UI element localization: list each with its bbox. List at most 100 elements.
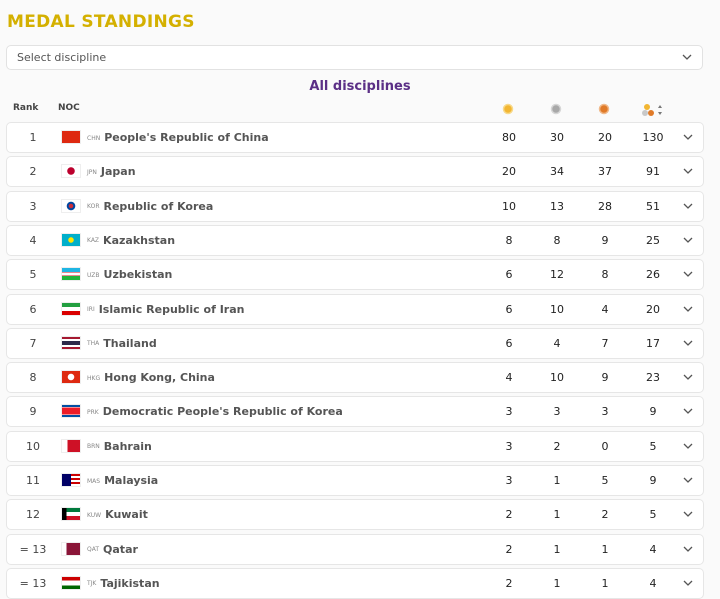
table-row[interactable]: 6 IRI Islamic Republic of Iran 6 10 4 20 xyxy=(6,293,704,325)
flag xyxy=(61,232,81,247)
noc-code: BRN xyxy=(87,443,100,451)
silver-count: 12 xyxy=(550,268,564,282)
table-row[interactable]: = 13 TJK Tajikistan 2 1 1 4 xyxy=(6,567,704,599)
expand-chevron[interactable] xyxy=(683,340,693,347)
total-count: 25 xyxy=(646,233,660,247)
noc: QAT Qatar xyxy=(87,535,138,564)
gold-icon[interactable] xyxy=(502,103,514,115)
flag xyxy=(61,301,81,316)
expand-chevron[interactable] xyxy=(683,237,693,244)
country-name: Republic of Korea xyxy=(103,199,214,213)
noc: PRK Democratic People's Republic of Korea xyxy=(87,397,343,426)
noc-code: KAZ xyxy=(87,237,100,245)
country-name: Uzbekistan xyxy=(103,268,173,282)
table-row[interactable]: 5 UZB Uzbekistan 6 12 8 26 xyxy=(6,259,704,291)
total-icon[interactable] xyxy=(642,103,666,117)
country-name: Malaysia xyxy=(104,474,159,487)
gold-count: 6 xyxy=(505,268,513,282)
expand-chevron[interactable] xyxy=(683,134,693,141)
expand-chevron[interactable] xyxy=(683,306,693,313)
expand-chevron[interactable] xyxy=(683,443,693,450)
silver-count: 34 xyxy=(550,165,564,179)
silver-count: 1 xyxy=(553,474,561,487)
rank-header[interactable]: Rank xyxy=(13,103,39,113)
rank: 3 xyxy=(29,199,37,213)
noc-code: KOR xyxy=(87,203,100,211)
table-row[interactable]: 9 PRK Democratic People's Republic of Kore… xyxy=(6,396,704,428)
table-row[interactable]: 10 BRN Bahrain 3 2 0 5 xyxy=(6,430,704,462)
silver-count: 2 xyxy=(553,439,561,453)
expand-chevron[interactable] xyxy=(683,580,693,587)
rank: 11 xyxy=(26,474,40,487)
total-count: 5 xyxy=(649,508,657,522)
table-row[interactable]: 12 KUW Kuwait 2 1 2 5 xyxy=(6,499,704,531)
noc: MAS Malaysia xyxy=(87,466,158,495)
table-row[interactable]: 8 HKG Hong Kong, China 4 10 9 23 xyxy=(6,362,704,394)
total-count: 26 xyxy=(646,268,660,282)
noc: UZB Uzbekistan xyxy=(87,260,172,289)
noc: TJK Tajikistan xyxy=(87,569,160,598)
total-count: 51 xyxy=(646,199,660,213)
country-name: Hong Kong, China xyxy=(104,371,215,385)
expand-chevron[interactable] xyxy=(683,203,693,210)
country-name: Democratic People's Republic of Korea xyxy=(102,405,343,419)
table-subtitle: All disciplines xyxy=(309,79,411,94)
silver-count: 1 xyxy=(553,508,561,522)
gold-count: 80 xyxy=(502,131,516,144)
rank: 9 xyxy=(29,405,37,419)
gold-count: 3 xyxy=(505,405,513,419)
gold-count: 20 xyxy=(502,165,516,179)
flag xyxy=(61,438,81,453)
flag xyxy=(61,507,81,522)
total-count: 4 xyxy=(649,576,657,590)
rank: 2 xyxy=(29,165,37,179)
expand-chevron[interactable] xyxy=(683,271,693,278)
gold-count: 6 xyxy=(505,302,513,316)
expand-chevron[interactable] xyxy=(683,168,693,175)
gold-count: 2 xyxy=(505,542,513,556)
table-row[interactable]: = 13 QAT Qatar 2 1 1 4 xyxy=(6,533,704,565)
total-count: 9 xyxy=(649,474,657,487)
table-row[interactable]: 11 MAS Malaysia 3 1 5 9 xyxy=(6,465,704,496)
bronze-count: 2 xyxy=(601,508,609,522)
table-row[interactable]: 4 KAZ Kazakhstan 8 8 9 25 xyxy=(6,224,704,256)
noc-code: QAT xyxy=(87,546,100,554)
bronze-count: 4 xyxy=(601,302,609,316)
table-row[interactable]: 7 THA Thailand 6 4 7 17 xyxy=(6,327,704,359)
page-title: MEDAL STANDINGS xyxy=(7,12,195,32)
table-row[interactable]: 3 KOR Republic of Korea 10 13 28 51 xyxy=(6,190,704,222)
total-count: 20 xyxy=(646,302,660,316)
noc: IRI Islamic Republic of Iran xyxy=(87,295,244,324)
total-count: 5 xyxy=(649,439,657,453)
total-count: 91 xyxy=(646,165,660,179)
noc-code: CHN xyxy=(87,134,101,142)
silver-count: 13 xyxy=(550,199,564,213)
bronze-icon[interactable] xyxy=(598,103,610,115)
table-row[interactable]: 1 CHN People's Republic of China 80 30 20 130 xyxy=(6,122,704,153)
total-count: 17 xyxy=(646,336,660,350)
discipline-select[interactable]: Select discipline xyxy=(6,45,703,70)
expand-chevron[interactable] xyxy=(683,511,693,518)
total-count: 130 xyxy=(642,131,664,144)
expand-chevron[interactable] xyxy=(683,546,693,553)
bronze-count: 3 xyxy=(601,405,609,419)
table-row[interactable]: 2 JPN Japan 20 34 37 91 xyxy=(6,156,704,188)
noc-header[interactable]: NOC xyxy=(58,103,80,113)
expand-chevron[interactable] xyxy=(683,477,693,484)
silver-count: 4 xyxy=(553,336,561,350)
silver-icon[interactable] xyxy=(550,103,562,115)
flag xyxy=(61,370,81,385)
gold-count: 3 xyxy=(505,474,513,487)
gold-count: 4 xyxy=(505,371,513,385)
country-name: People's Republic of China xyxy=(104,131,269,144)
expand-chevron[interactable] xyxy=(683,408,693,415)
rank: 7 xyxy=(29,336,37,350)
country-name: Japan xyxy=(100,165,136,179)
expand-chevron[interactable] xyxy=(683,374,693,381)
silver-count: 30 xyxy=(550,131,564,144)
noc-code: PRK xyxy=(87,408,99,416)
gold-count: 10 xyxy=(502,199,516,213)
silver-count: 1 xyxy=(553,576,561,590)
noc: THA Thailand xyxy=(87,329,157,358)
